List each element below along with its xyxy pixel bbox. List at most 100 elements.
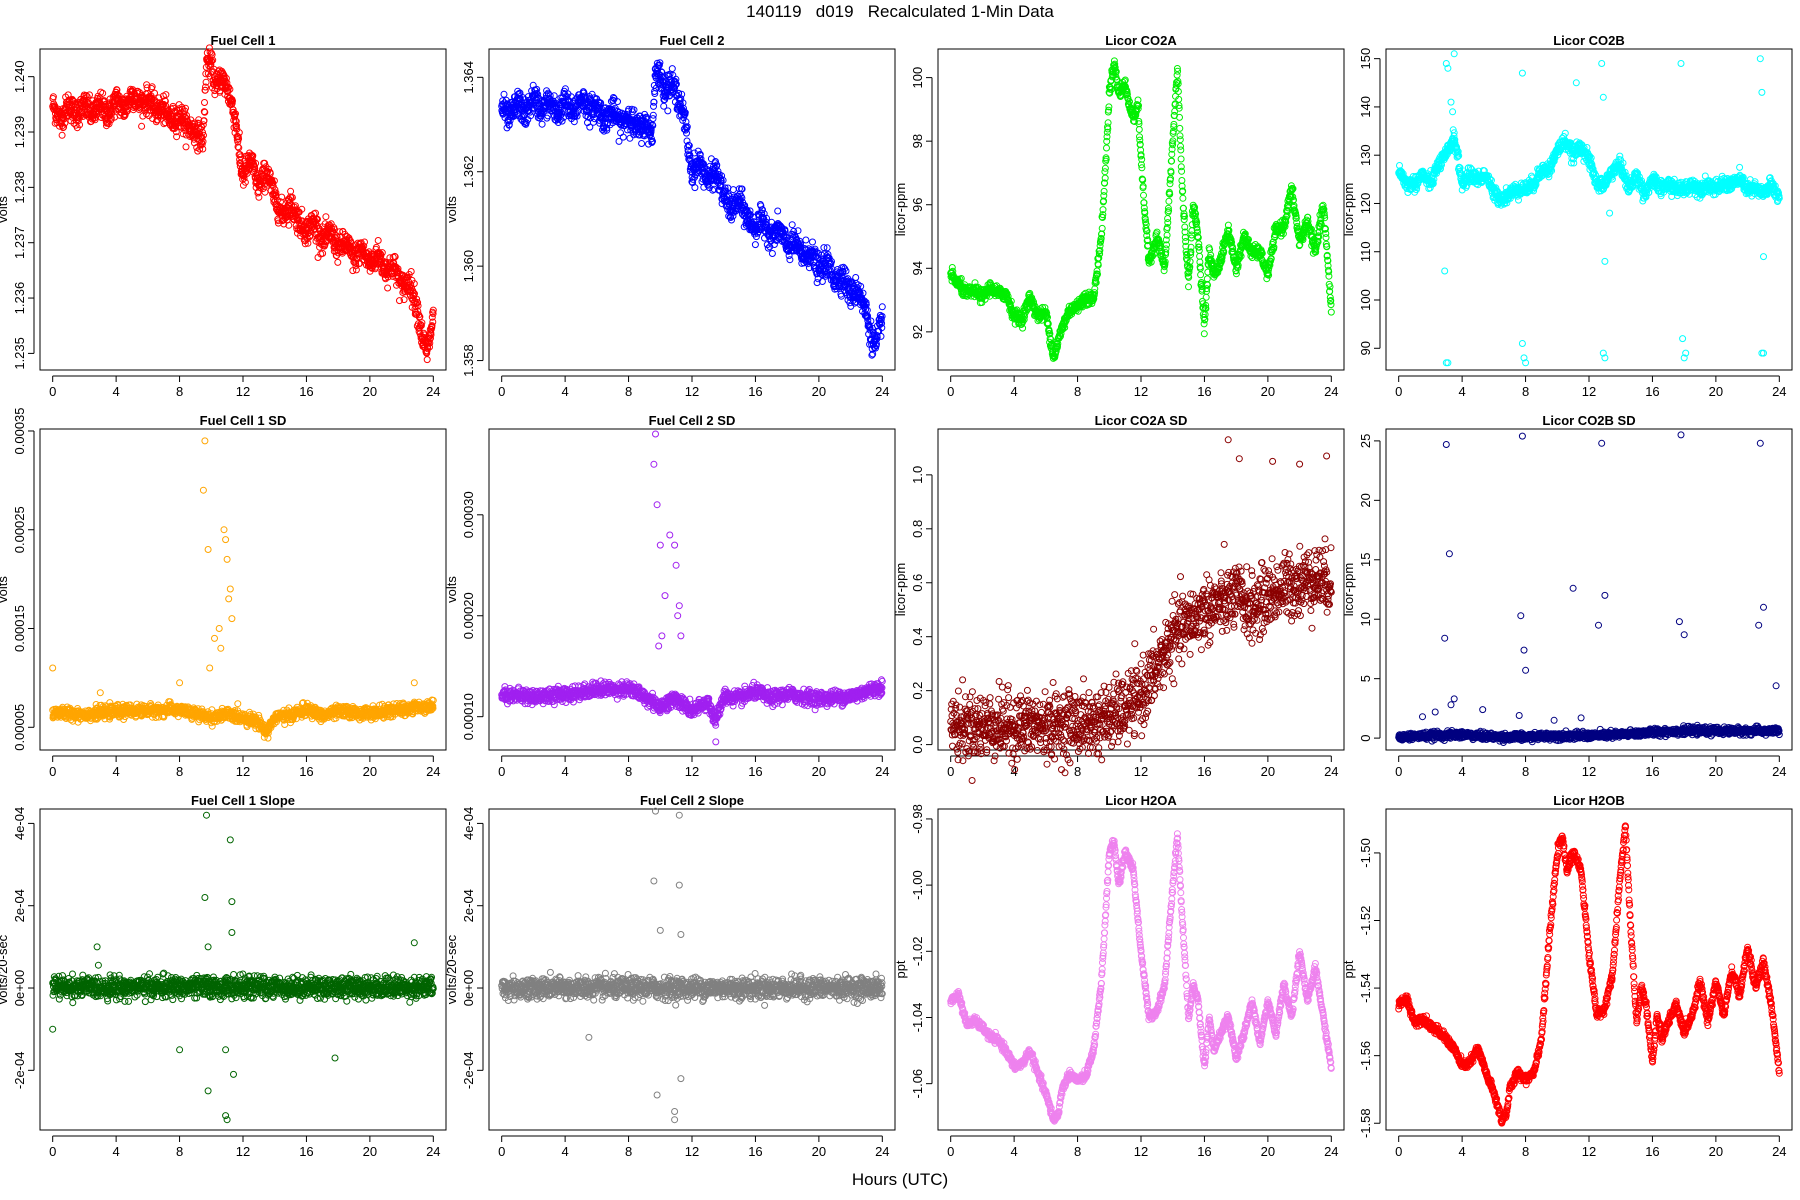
data-point (277, 198, 284, 206)
y-tick-label: 92 (910, 325, 925, 339)
data-point (794, 227, 802, 235)
data-point (231, 117, 239, 124)
data-point (852, 274, 860, 281)
x-tick-label: 12 (1582, 384, 1596, 399)
data-point (61, 119, 69, 127)
y-axis-label: licor-ppm (893, 183, 908, 236)
y-axis-label: volts (444, 196, 459, 223)
data-point (809, 238, 816, 246)
data-point (786, 256, 794, 264)
data-point (768, 250, 776, 257)
data-point (266, 170, 274, 178)
data-point (195, 116, 203, 124)
data-point (878, 303, 886, 311)
data-point (1165, 197, 1173, 205)
x-tick-label: 12 (236, 384, 250, 399)
data-point (138, 122, 146, 130)
data-point (352, 266, 360, 274)
x-tick-label: 0 (1395, 384, 1402, 399)
data-point (173, 133, 181, 141)
data-point (1178, 177, 1186, 184)
data-point (638, 140, 646, 147)
data-point (231, 113, 239, 121)
data-point (751, 241, 759, 249)
data-point (374, 237, 382, 244)
data-point (1325, 272, 1333, 280)
y-tick-label: 1.237 (12, 226, 27, 259)
data-point (147, 94, 155, 102)
data-point (1177, 155, 1185, 163)
data-point (235, 129, 243, 137)
panel-title: Licor CO2B (1553, 33, 1625, 48)
data-point (252, 159, 260, 167)
data-point (235, 144, 243, 152)
data-point (1200, 330, 1208, 338)
panel-title: Fuel Cell 2 (659, 33, 724, 48)
data-point (199, 128, 206, 136)
data-point (155, 94, 163, 102)
data-point (226, 85, 234, 93)
data-point (49, 93, 57, 101)
x-tick-label: 24 (1324, 384, 1338, 399)
x-tick-label: 24 (426, 384, 440, 399)
y-tick-label: 1.364 (461, 61, 476, 94)
data-point (222, 74, 230, 82)
x-tick-label: 24 (875, 384, 889, 399)
x-tick-label: 20 (812, 384, 826, 399)
data-point (1178, 167, 1186, 175)
data-point (1197, 271, 1205, 279)
data-point (151, 89, 158, 97)
y-tick-label: 1.239 (12, 116, 27, 149)
y-tick-label: 90 (1358, 341, 1373, 355)
x-tick-label: 0 (49, 384, 56, 399)
figure-title: 140119 d019 Recalculated 1-Min Data (746, 2, 1054, 21)
y-tick-label: 94 (910, 261, 925, 275)
x-tick-label: 8 (176, 384, 183, 399)
data-point (261, 159, 269, 167)
data-point (307, 227, 315, 235)
data-point (1179, 194, 1187, 202)
data-point (255, 193, 263, 201)
data-point (278, 193, 286, 201)
data-point (161, 97, 169, 105)
data-point (261, 188, 269, 196)
x-tick-label: 4 (1011, 384, 1018, 399)
y-tick-label: 1.236 (12, 282, 27, 315)
data-point (234, 143, 242, 151)
data-point (232, 110, 239, 118)
data-point (619, 133, 627, 141)
data-point (209, 56, 217, 64)
x-tick-label: 16 (1197, 384, 1211, 399)
data-point (82, 92, 90, 99)
data-point (287, 187, 295, 195)
data-point (60, 123, 68, 131)
data-point (199, 145, 207, 153)
data-point (224, 87, 232, 95)
data-point (423, 356, 431, 364)
x-tick-label: 8 (625, 384, 632, 399)
data-point (1176, 136, 1184, 144)
data-point (182, 143, 190, 151)
data-point (253, 169, 261, 177)
data-point (175, 105, 183, 113)
x-tick-label: 24 (1772, 384, 1786, 399)
data-point (172, 128, 180, 136)
data-point (223, 79, 231, 87)
data-point (162, 91, 170, 99)
data-point (802, 236, 810, 244)
data-point (107, 114, 115, 122)
x-axis: 0 4 8 12 16 20 24 (947, 375, 1339, 399)
data-point (1196, 252, 1204, 260)
data-point (500, 90, 508, 98)
data-point (729, 186, 737, 194)
data-point (240, 174, 248, 182)
data-point (285, 221, 293, 229)
data-point (1091, 285, 1099, 293)
data-point (202, 83, 209, 91)
